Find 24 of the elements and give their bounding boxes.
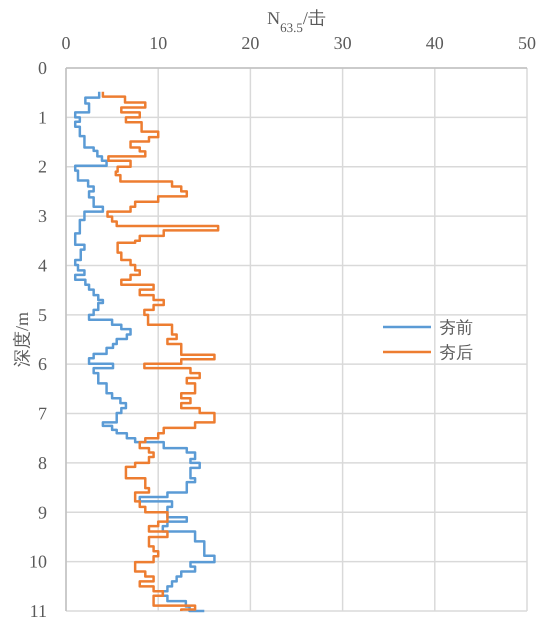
legend-label: 夯前 [439,318,473,337]
legend-label: 夯后 [439,343,473,362]
y-tick-label: 5 [38,304,47,325]
x-tick-label: 10 [149,33,168,53]
x-tick-label: 50 [518,33,536,53]
y-tick-label: 9 [38,502,47,522]
x-axis-title: N$_{63.5}$/击 [267,8,326,34]
y-tick-label: 10 [29,552,47,572]
y-tick-label: 1 [38,107,47,128]
y-tick-label: 0 [38,58,47,78]
y-tick-label: 2 [38,156,47,177]
y-tick-label: 7 [38,404,47,424]
x-tick-label: 30 [334,33,352,53]
line-series [74,90,216,612]
line-series [102,90,220,612]
y-axis-title: 深度/m [12,312,32,368]
y-tick-label: 4 [38,255,47,276]
y-tick-label: 11 [30,601,47,617]
x-tick-label: 20 [241,33,260,53]
x-tick-label: 0 [62,33,70,53]
y-tick-label: 8 [38,452,47,473]
y-tick-label: 3 [38,206,47,226]
y-tick-label: 6 [38,354,47,374]
x-tick-label: 40 [426,33,444,53]
